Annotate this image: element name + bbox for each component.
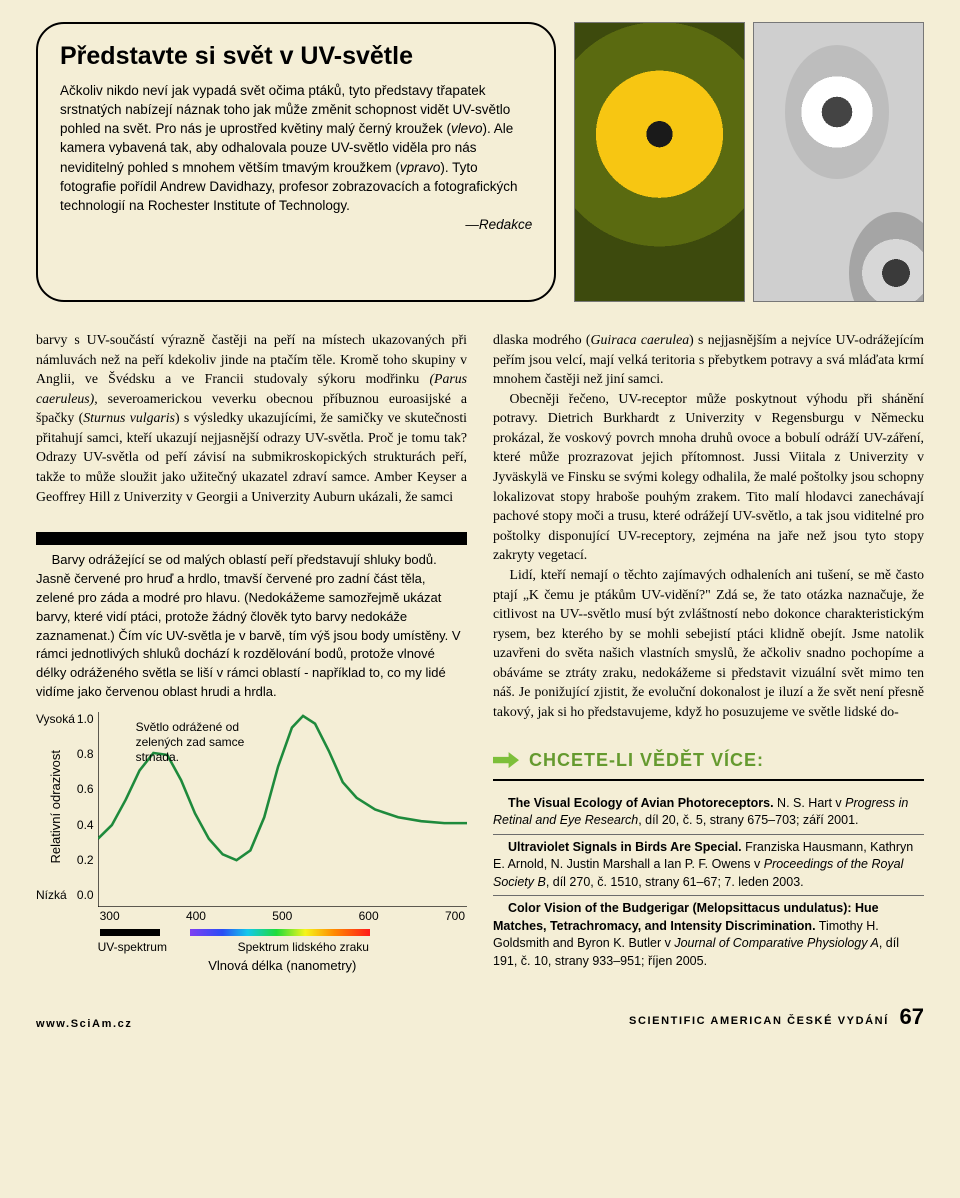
flower-image-pair bbox=[574, 22, 924, 302]
y-tick: 1.0 bbox=[77, 712, 94, 726]
x-tick: 300 bbox=[100, 909, 120, 923]
spectrum-labels: UV-spektrum Spektrum lidského zraku bbox=[98, 940, 467, 954]
x-tick-labels: 300 400 500 600 700 bbox=[98, 909, 467, 923]
x-tick: 400 bbox=[186, 909, 206, 923]
visible-spectrum-bar bbox=[190, 929, 370, 936]
flower-visible-light bbox=[574, 22, 745, 302]
more-info-heading: CHCETE-LI VĚDĚT VÍCE: bbox=[529, 750, 764, 771]
callout-title: Představte si svět v UV-světle bbox=[60, 42, 532, 71]
y-axis-label: Relativní odrazivost bbox=[46, 750, 65, 863]
figure-block: Barvy odrážející se od malých oblastí pe… bbox=[36, 532, 467, 973]
y-tick: 0.8 bbox=[77, 747, 94, 761]
footer-magazine: SCIENTIFIC AMERICAN ČESKÉ VYDÁNÍ bbox=[629, 1015, 889, 1027]
uv-spectrum-bar bbox=[100, 929, 160, 936]
x-axis-label: Vlnová délka (nanometry) bbox=[98, 958, 467, 973]
uv-spectrum-label: UV-spektrum bbox=[98, 940, 198, 954]
right-body-p3: Lidí, kteří nemají o těchto zajímavých o… bbox=[493, 565, 924, 722]
left-column: barvy s UV-součástí výrazně častěji na p… bbox=[36, 330, 467, 974]
more-info-heading-row: CHCETE-LI VĚDĚT VÍCE: bbox=[493, 750, 924, 771]
chart-plot-area: Světlo odrážené od zelených zad samce st… bbox=[98, 712, 467, 973]
footer-url: www.SciAm.cz bbox=[36, 1018, 132, 1030]
callout-body: Ačkoliv nikdo neví jak vypadá svět očima… bbox=[60, 81, 532, 234]
y-tick: 0.2 bbox=[77, 853, 94, 867]
right-body-p2: Obecněji řečeno, UV-receptor může poskyt… bbox=[493, 389, 924, 565]
x-tick: 700 bbox=[445, 909, 465, 923]
x-tick: 600 bbox=[359, 909, 379, 923]
more-info-rule bbox=[493, 779, 924, 781]
figure-divider bbox=[36, 532, 467, 545]
chart-note: Světlo odrážené od zelených zad samce st… bbox=[136, 720, 286, 765]
y-tick: 0.6 bbox=[77, 782, 94, 796]
body-columns: barvy s UV-součástí výrazně častěji na p… bbox=[36, 330, 924, 974]
footer-magazine-block: SCIENTIFIC AMERICAN ČESKÉ VYDÁNÍ 67 bbox=[629, 1004, 924, 1030]
callout-box: Představte si svět v UV-světle Ačkoliv n… bbox=[36, 22, 556, 302]
page-footer: www.SciAm.cz SCIENTIFIC AMERICAN ČESKÉ V… bbox=[36, 1004, 924, 1030]
y-tick: 0.4 bbox=[77, 818, 94, 832]
y-extreme-labels: Vysoká Relativní odrazivost Nízká bbox=[36, 712, 77, 902]
reference-item: The Visual Ecology of Avian Photorecepto… bbox=[493, 791, 924, 834]
arrow-right-icon bbox=[493, 752, 519, 768]
figure-caption: Barvy odrážející se od malých oblastí pe… bbox=[36, 551, 467, 702]
top-section: Představte si svět v UV-světle Ačkoliv n… bbox=[36, 22, 924, 302]
reference-item: Color Vision of the Budgerigar (Melopsit… bbox=[493, 896, 924, 974]
reflectance-chart: Vysoká Relativní odrazivost Nízká 1.0 0.… bbox=[36, 712, 467, 973]
page-number: 67 bbox=[900, 1004, 924, 1029]
reference-item: Ultraviolet Signals in Birds Are Special… bbox=[493, 835, 924, 896]
right-column: dlaska modrého (Guiraca caerulea) s nejj… bbox=[493, 330, 924, 974]
visible-spectrum-label: Spektrum lidského zraku bbox=[238, 940, 369, 954]
x-tick: 500 bbox=[272, 909, 292, 923]
flower-uv-light bbox=[753, 22, 924, 302]
right-body-p1: dlaska modrého (Guiraca caerulea) s nejj… bbox=[493, 330, 924, 389]
y-tick: 0.0 bbox=[77, 888, 94, 902]
y-high-label: Vysoká bbox=[36, 712, 75, 726]
spectrum-bars bbox=[100, 929, 467, 936]
left-body-text: barvy s UV-součástí výrazně častěji na p… bbox=[36, 330, 467, 506]
y-low-label: Nízká bbox=[36, 888, 75, 902]
y-tick-labels: 1.0 0.8 0.6 0.4 0.2 0.0 bbox=[77, 712, 98, 902]
